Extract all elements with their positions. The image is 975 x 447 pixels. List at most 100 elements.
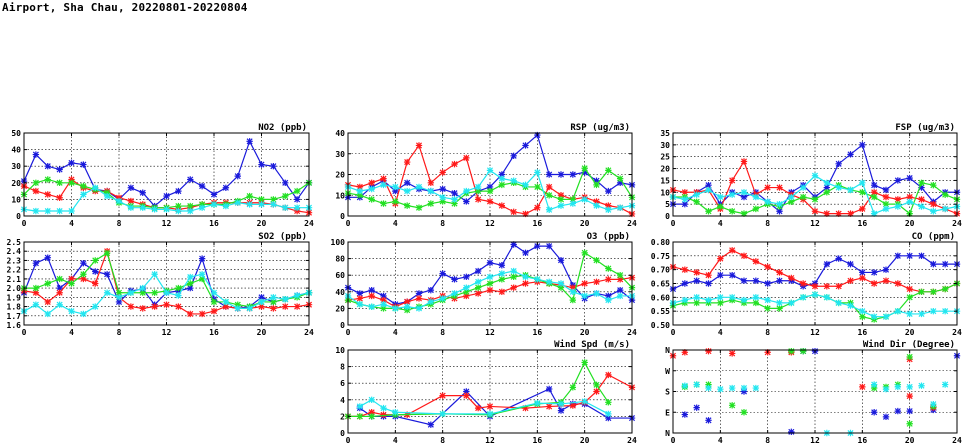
data-point bbox=[127, 303, 135, 310]
data-point bbox=[427, 421, 435, 428]
data-point bbox=[693, 404, 700, 411]
data-point bbox=[870, 210, 878, 217]
series-3 bbox=[356, 396, 612, 418]
data-point bbox=[198, 201, 206, 208]
data-point bbox=[605, 167, 612, 174]
y-tick-label: 40 bbox=[335, 129, 345, 138]
data-point bbox=[463, 284, 470, 291]
data-point bbox=[44, 176, 51, 183]
data-point bbox=[906, 383, 913, 391]
data-point bbox=[498, 181, 506, 189]
data-point bbox=[740, 158, 748, 165]
data-point bbox=[728, 247, 736, 254]
y-tick-label: 8 bbox=[340, 363, 345, 372]
data-point bbox=[415, 183, 423, 191]
data-point bbox=[788, 347, 795, 355]
data-point bbox=[569, 402, 577, 409]
data-point bbox=[234, 305, 241, 312]
data-point bbox=[210, 289, 218, 296]
y-tick-label: N bbox=[665, 346, 670, 355]
y-tick-label: 4 bbox=[340, 396, 345, 405]
data-point bbox=[906, 392, 913, 400]
data-point bbox=[681, 296, 689, 304]
x-tick-label: 8 bbox=[440, 219, 445, 228]
y-tick-label: 20 bbox=[335, 304, 345, 313]
data-point bbox=[139, 284, 146, 292]
data-point bbox=[728, 384, 736, 392]
data-point bbox=[894, 252, 902, 260]
data-point bbox=[557, 202, 565, 209]
data-point bbox=[593, 181, 600, 189]
data-point bbox=[930, 288, 937, 295]
y-tick-label: 0 bbox=[340, 212, 345, 221]
y-tick-label: 1.7 bbox=[7, 312, 22, 321]
data-point bbox=[463, 388, 470, 395]
data-point bbox=[776, 184, 783, 191]
data-point bbox=[882, 413, 890, 421]
data-point bbox=[356, 183, 364, 191]
y-tick-label: 0.80 bbox=[651, 238, 670, 247]
data-point bbox=[569, 296, 577, 304]
data-point bbox=[293, 187, 301, 195]
data-point bbox=[835, 255, 842, 262]
data-point bbox=[557, 192, 565, 199]
data-point bbox=[799, 294, 807, 301]
data-point bbox=[752, 205, 760, 213]
data-point bbox=[115, 298, 123, 306]
data-point bbox=[605, 276, 612, 283]
data-point bbox=[941, 191, 949, 198]
data-point bbox=[799, 193, 807, 201]
data-point bbox=[823, 179, 831, 186]
data-point bbox=[859, 313, 866, 320]
data-point bbox=[486, 259, 494, 266]
y-tick-label: 0.50 bbox=[651, 321, 670, 330]
data-point bbox=[593, 202, 600, 209]
data-point bbox=[835, 160, 842, 168]
panel-0: 0 4 8 12 16 20 24 0 10 20 30 40 50 NO2 (ppb) bbox=[11, 123, 314, 228]
data-point bbox=[705, 272, 712, 279]
data-point bbox=[705, 208, 712, 215]
data-point bbox=[581, 249, 588, 256]
data-point bbox=[139, 204, 146, 211]
data-point bbox=[605, 371, 612, 379]
x-tick-label: 12 bbox=[810, 328, 820, 337]
data-point bbox=[115, 194, 123, 201]
data-point bbox=[882, 266, 890, 273]
data-point bbox=[605, 202, 612, 209]
data-point bbox=[569, 384, 577, 391]
chart-title: Wind Dir (Degree) bbox=[863, 339, 955, 350]
x-tick-label: 8 bbox=[765, 436, 770, 445]
data-point bbox=[882, 186, 890, 194]
x-tick-label: 0 bbox=[22, 328, 27, 337]
data-point bbox=[392, 198, 399, 205]
data-point bbox=[427, 286, 435, 294]
data-point bbox=[68, 176, 75, 183]
data-point bbox=[498, 171, 506, 178]
y-tick-label: 30 bbox=[660, 141, 670, 150]
data-point bbox=[175, 284, 182, 292]
data-point bbox=[557, 407, 565, 414]
data-point bbox=[510, 152, 517, 160]
data-point bbox=[906, 252, 913, 260]
page-title: Airport, Sha Chau, 20220801-20220804 bbox=[2, 1, 248, 14]
data-point bbox=[811, 172, 819, 179]
y-tick-label: 10 bbox=[335, 191, 345, 200]
chart-title: Wind Spd (m/s) bbox=[554, 339, 630, 350]
series-3 bbox=[20, 184, 313, 215]
data-point bbox=[439, 295, 446, 302]
x-tick-label: 12 bbox=[485, 328, 495, 337]
y-tick-label: 20 bbox=[11, 179, 21, 188]
x-tick-label: 20 bbox=[905, 328, 915, 337]
data-point bbox=[234, 172, 241, 180]
data-point bbox=[788, 198, 795, 205]
data-point bbox=[139, 305, 146, 312]
data-point bbox=[368, 196, 375, 203]
y-tick-label: 2.2 bbox=[7, 266, 22, 275]
y-tick-label: 30 bbox=[335, 150, 345, 159]
data-point bbox=[870, 381, 878, 388]
data-point bbox=[776, 277, 783, 284]
data-point bbox=[823, 210, 831, 217]
data-point bbox=[32, 301, 40, 308]
data-point bbox=[486, 187, 494, 195]
data-point bbox=[918, 382, 925, 389]
